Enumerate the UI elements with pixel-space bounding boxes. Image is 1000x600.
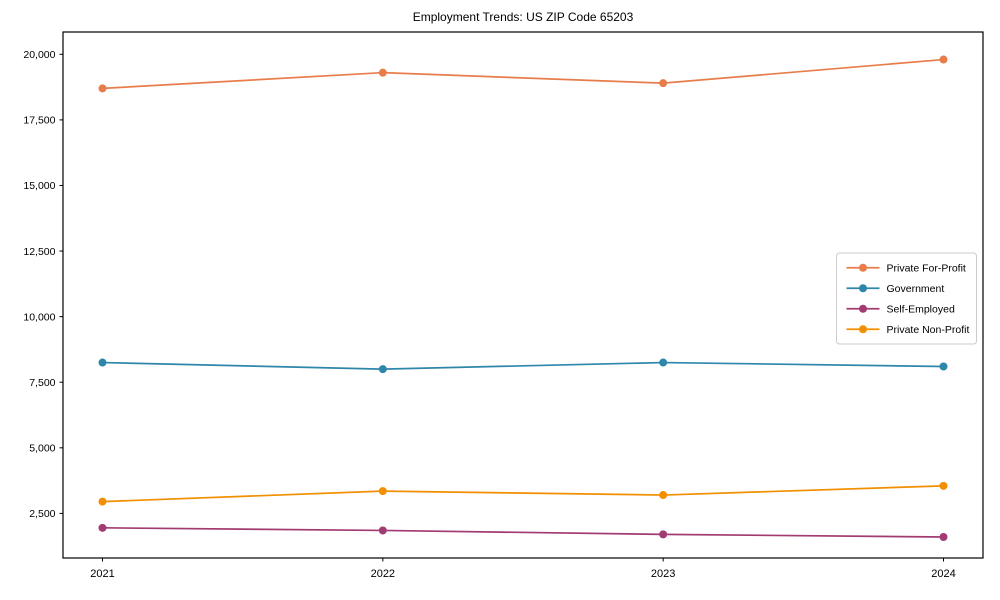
legend-marker-government	[859, 284, 867, 293]
y-axis-tick-label: 7,500	[29, 377, 55, 389]
data-point-private-non-profit-2021	[98, 497, 107, 506]
data-point-government-2022	[378, 365, 387, 374]
legend-label-private-for-profit: Private For-Profit	[887, 262, 966, 274]
data-point-private-non-profit-2024	[939, 481, 948, 490]
data-point-private-non-profit-2022	[378, 487, 387, 496]
y-axis-tick-label: 20,000	[23, 49, 55, 61]
y-axis-tick-label: 10,000	[23, 311, 55, 323]
y-axis-tick-label: 15,000	[23, 180, 55, 192]
legend-label-private-non-profit: Private Non-Profit	[887, 324, 970, 336]
x-axis-tick-label: 2021	[90, 568, 114, 580]
data-point-self-employed-2024	[939, 533, 948, 542]
legend-label-government: Government	[887, 283, 945, 295]
data-point-self-employed-2023	[659, 530, 668, 539]
y-axis-tick-label: 12,500	[23, 246, 55, 258]
legend-label-self-employed: Self-Employed	[887, 303, 955, 315]
data-point-private-for-profit-2021	[98, 84, 107, 93]
series-line-private-non-profit	[102, 485, 944, 503]
legend-box	[836, 252, 977, 345]
series-line-private-for-profit	[102, 58, 944, 90]
data-point-private-for-profit-2022	[378, 68, 387, 77]
series-line-government	[102, 361, 944, 370]
legend-marker-private-for-profit	[859, 263, 867, 272]
x-axis-tick-label: 2022	[371, 568, 395, 580]
plot-border	[62, 31, 984, 559]
chart-title: Employment Trends: US ZIP Code 65203	[412, 10, 634, 24]
data-point-private-for-profit-2024	[939, 55, 948, 64]
data-point-private-non-profit-2023	[659, 491, 668, 500]
legend-marker-self-employed	[859, 304, 867, 313]
series-line-self-employed	[102, 526, 944, 538]
legend-marker-private-non-profit	[859, 325, 867, 334]
data-point-government-2021	[98, 358, 107, 367]
data-point-private-for-profit-2023	[659, 79, 668, 88]
y-axis-tick-label: 5,000	[29, 443, 55, 455]
data-point-government-2024	[939, 362, 948, 371]
data-point-self-employed-2021	[98, 523, 107, 532]
data-point-self-employed-2022	[378, 526, 387, 535]
x-axis-tick-label: 2023	[651, 568, 675, 580]
data-point-government-2023	[659, 358, 668, 367]
y-axis-tick-label: 17,500	[23, 115, 55, 127]
x-axis-tick-label: 2024	[931, 568, 955, 580]
y-axis-tick-label: 2,500	[29, 508, 55, 520]
